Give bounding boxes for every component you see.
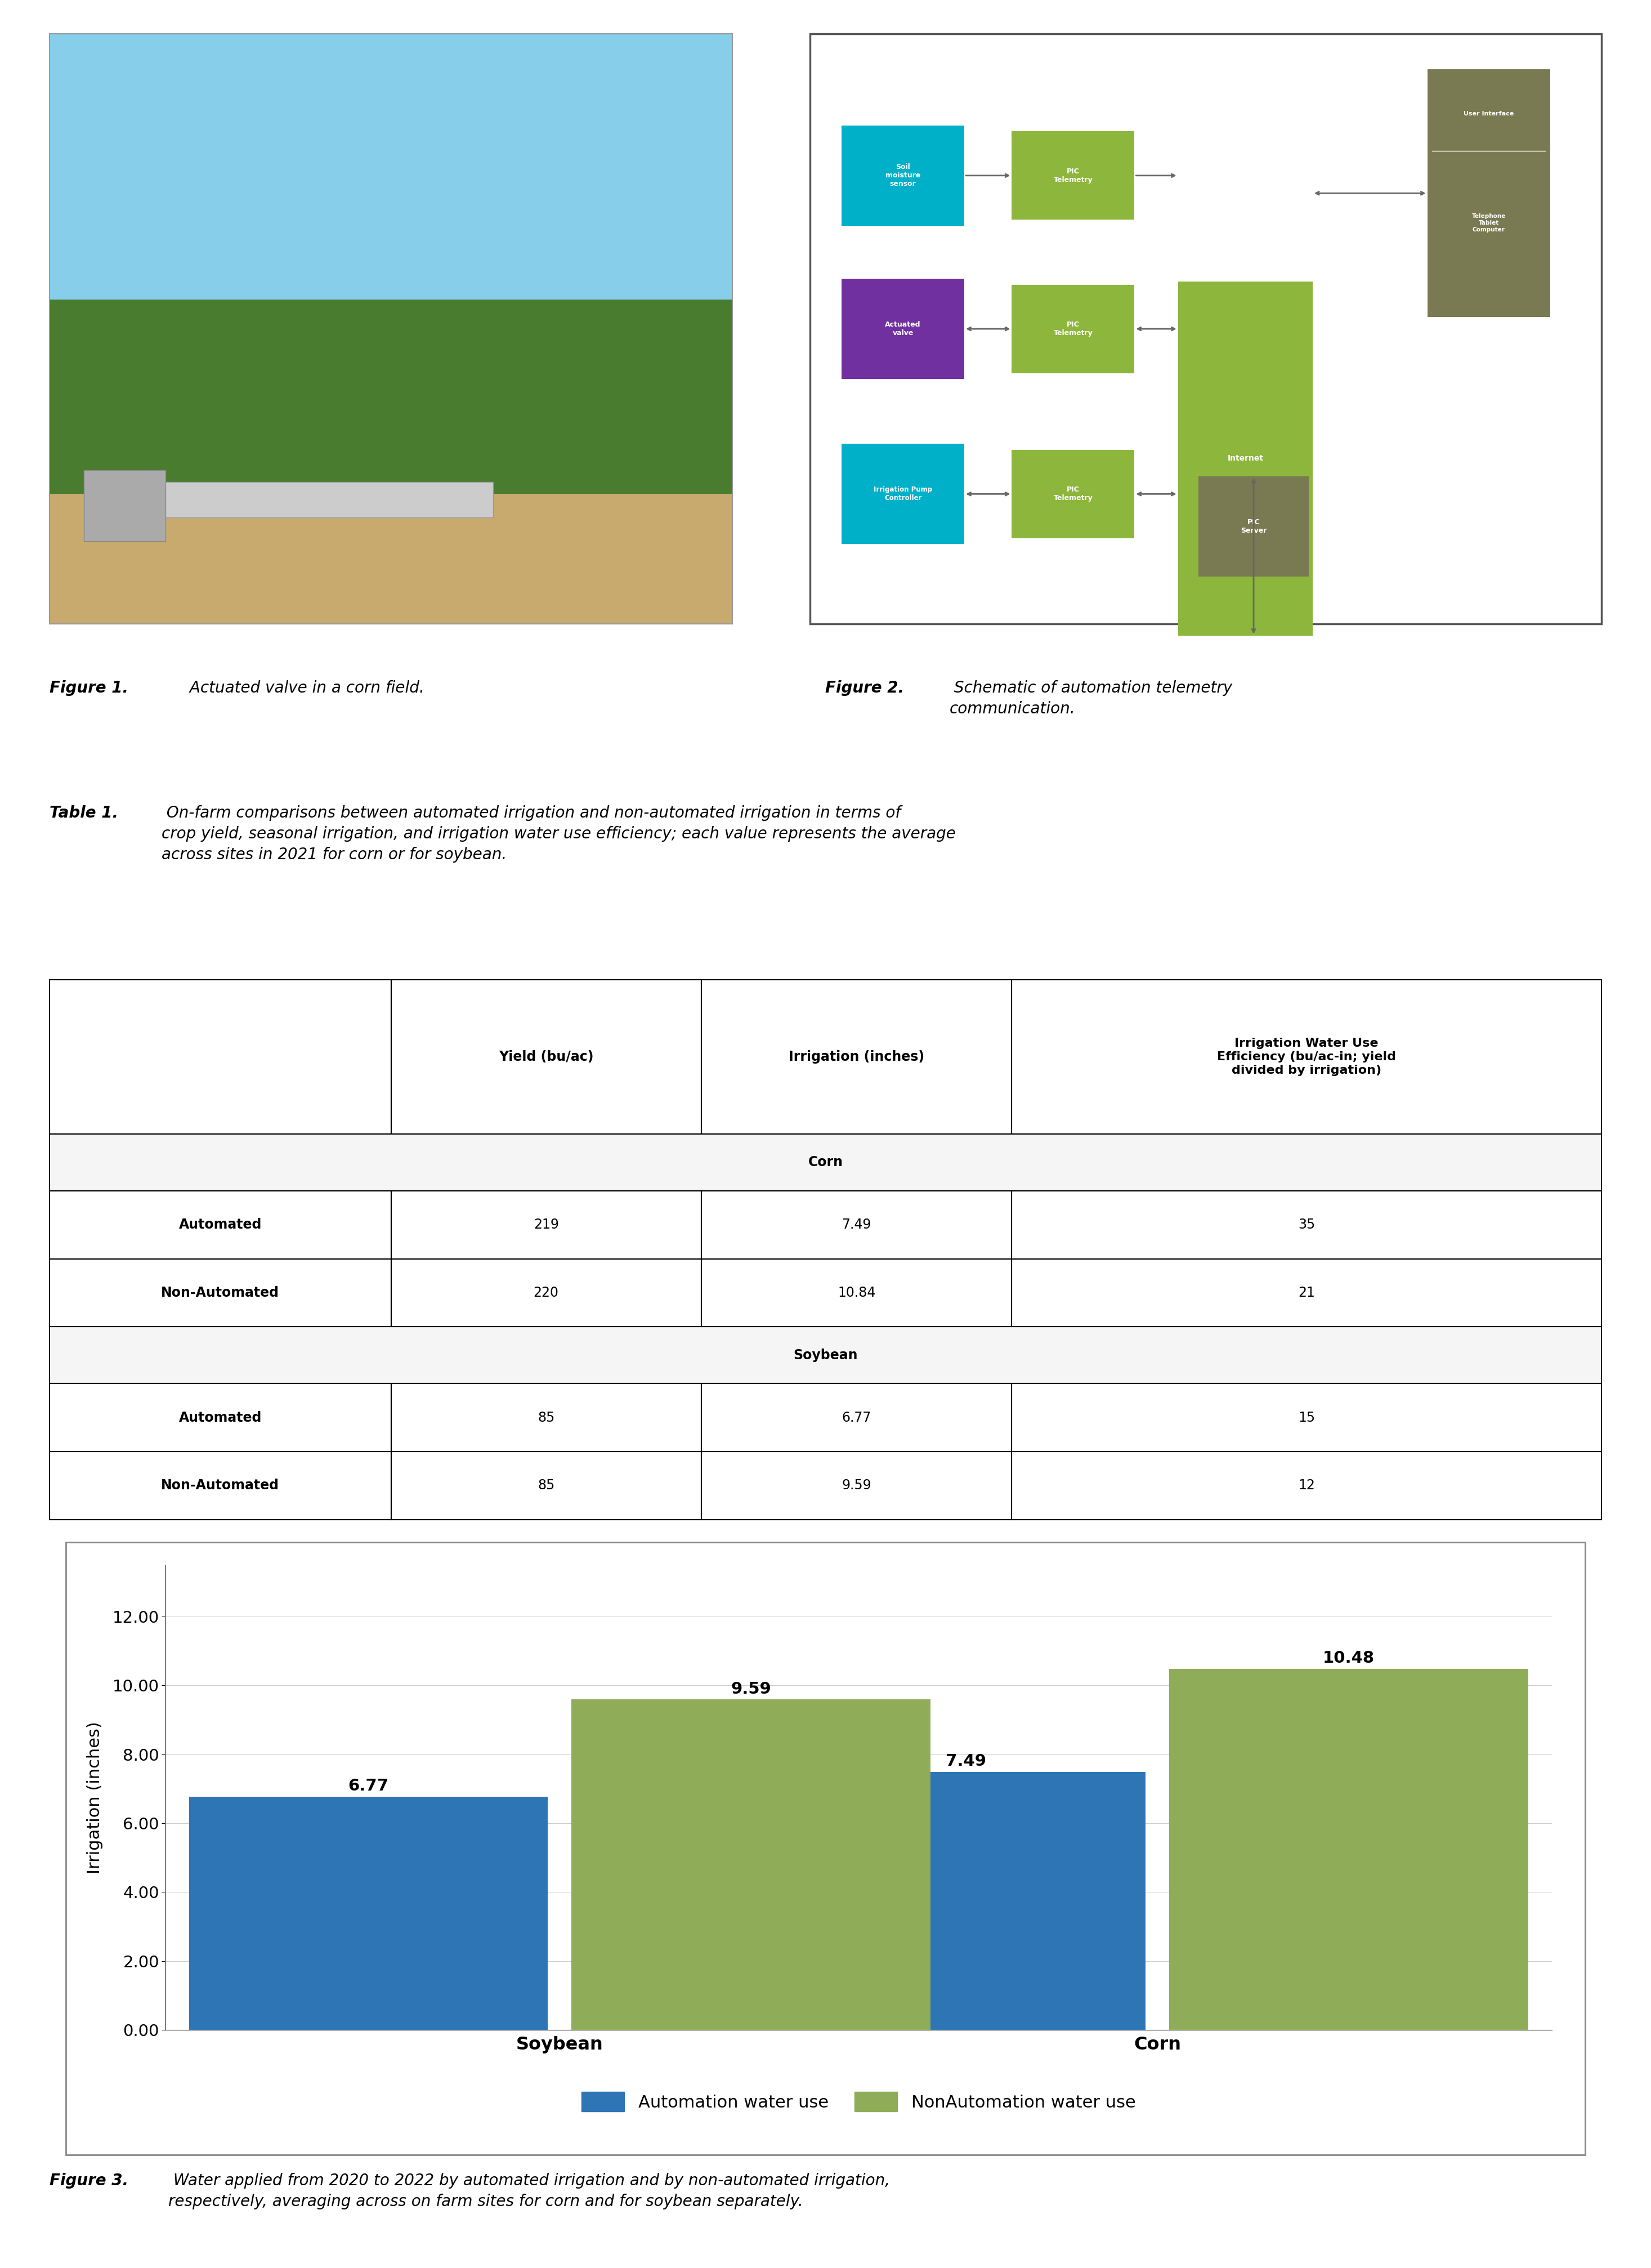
Bar <box>50 1134 1601 1191</box>
Bar <box>391 1383 702 1452</box>
Text: Irrigation Pump
Controller: Irrigation Pump Controller <box>873 485 933 501</box>
Bar <box>50 1327 1601 1383</box>
Text: PIC
Telemetry: PIC Telemetry <box>1053 322 1093 336</box>
Bar <box>50 1259 391 1327</box>
Bar <box>50 1191 391 1259</box>
Text: Non-Automated: Non-Automated <box>162 1286 279 1300</box>
Text: 9.59: 9.59 <box>731 1681 771 1696</box>
Bar <box>1012 1452 1601 1520</box>
Text: Automated: Automated <box>178 1411 263 1424</box>
Bar <box>702 1383 1012 1452</box>
Bar <box>1012 1383 1601 1452</box>
Y-axis label: Irrigation (inches): Irrigation (inches) <box>88 1721 102 1873</box>
Bar <box>84 469 165 542</box>
Bar <box>702 1452 1012 1520</box>
Bar <box>188 1796 548 2030</box>
Text: Figure 2.: Figure 2. <box>826 680 905 696</box>
Bar <box>391 1452 702 1520</box>
Bar <box>1012 1259 1601 1327</box>
Text: Figure 1.: Figure 1. <box>50 680 129 696</box>
Text: 21: 21 <box>1298 1286 1314 1300</box>
Text: Yield (bu/ac): Yield (bu/ac) <box>499 1050 594 1064</box>
Bar <box>702 980 1012 1134</box>
Text: 219: 219 <box>533 1218 558 1232</box>
Bar <box>788 1771 1146 2030</box>
Bar <box>50 980 391 1134</box>
Bar <box>1012 1191 1601 1259</box>
Legend: Automation water use, NonAutomation water use: Automation water use, NonAutomation wate… <box>575 2084 1142 2118</box>
Bar <box>66 1542 1585 2155</box>
Text: 6.77: 6.77 <box>842 1411 872 1424</box>
Text: 7.49: 7.49 <box>842 1218 872 1232</box>
Text: 10.84: 10.84 <box>837 1286 875 1300</box>
Bar <box>50 1452 391 1520</box>
Bar <box>811 34 1601 624</box>
Text: Soybean: Soybean <box>792 1349 859 1361</box>
Bar <box>1179 281 1313 635</box>
Bar <box>50 1134 1601 1191</box>
Text: Figure 3.: Figure 3. <box>50 2173 129 2189</box>
Text: 85: 85 <box>538 1411 555 1424</box>
Text: 12: 12 <box>1298 1479 1314 1492</box>
Text: Telephone
Tablet
Computer: Telephone Tablet Computer <box>1471 213 1506 234</box>
Text: 15: 15 <box>1298 1411 1316 1424</box>
Bar <box>50 34 733 624</box>
Text: 7.49: 7.49 <box>946 1753 986 1769</box>
Text: Irrigation (inches): Irrigation (inches) <box>789 1050 925 1064</box>
Text: Water applied from 2020 to 2022 by automated irrigation and by non-automated irr: Water applied from 2020 to 2022 by autom… <box>168 2173 890 2209</box>
Bar <box>1012 980 1601 1134</box>
Bar <box>1199 476 1309 576</box>
Bar <box>1012 132 1134 220</box>
Text: PIC
Telemetry: PIC Telemetry <box>1053 485 1093 501</box>
Text: PIC
Server: PIC Server <box>1240 519 1266 535</box>
Text: 85: 85 <box>538 1479 555 1492</box>
Bar <box>50 34 733 624</box>
Bar <box>391 1191 702 1259</box>
Bar <box>50 1327 1601 1383</box>
Text: 35: 35 <box>1298 1218 1316 1232</box>
Bar <box>1012 449 1134 538</box>
Text: Non-Automated: Non-Automated <box>162 1479 279 1492</box>
Text: Schematic of automation telemetry
communication.: Schematic of automation telemetry commun… <box>949 680 1233 717</box>
Bar <box>50 494 733 624</box>
Bar <box>50 299 733 624</box>
Text: PIC
Telemetry: PIC Telemetry <box>1053 168 1093 184</box>
Text: Table 1.: Table 1. <box>50 805 119 821</box>
Bar <box>50 1383 391 1452</box>
Text: Irrigation Water Use
Efficiency (bu/ac-in; yield
divided by irrigation): Irrigation Water Use Efficiency (bu/ac-i… <box>1217 1039 1397 1075</box>
Bar <box>391 980 702 1134</box>
Bar <box>842 279 964 379</box>
Bar <box>1012 284 1134 372</box>
Bar <box>152 483 494 517</box>
Text: User Interface: User Interface <box>1463 111 1514 116</box>
Bar <box>842 125 964 227</box>
Text: 6.77: 6.77 <box>348 1778 388 1794</box>
Bar <box>391 1259 702 1327</box>
Text: Corn: Corn <box>807 1157 844 1168</box>
Bar <box>702 1259 1012 1327</box>
Text: On-farm comparisons between automated irrigation and non-automated irrigation in: On-farm comparisons between automated ir… <box>162 805 956 862</box>
Text: Automated: Automated <box>178 1218 263 1232</box>
Text: 10.48: 10.48 <box>1322 1651 1375 1667</box>
Text: Actuated
valve: Actuated valve <box>885 322 921 336</box>
Bar <box>842 445 964 544</box>
Text: 9.59: 9.59 <box>842 1479 872 1492</box>
Text: Soil
moisture
sensor: Soil moisture sensor <box>885 163 921 188</box>
Bar <box>1169 1669 1529 2030</box>
Text: 220: 220 <box>533 1286 558 1300</box>
Text: Internet: Internet <box>1227 454 1263 463</box>
Text: Actuated valve in a corn field.: Actuated valve in a corn field. <box>185 680 424 696</box>
Bar <box>702 1191 1012 1259</box>
Bar <box>571 1699 930 2030</box>
Bar <box>1428 70 1550 318</box>
